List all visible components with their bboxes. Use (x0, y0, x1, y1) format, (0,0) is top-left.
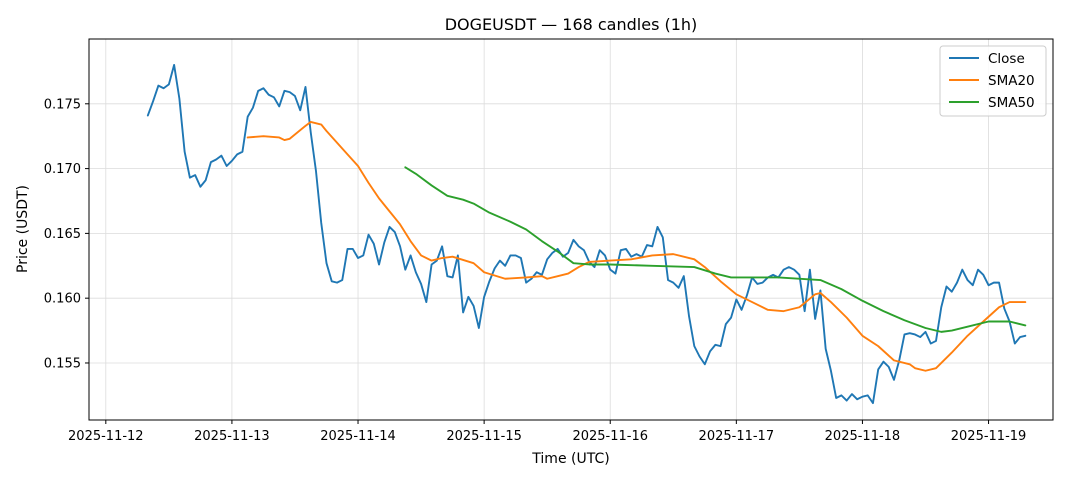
x-tick-label: 2025-11-19 (951, 429, 1027, 444)
y-tick-label: 0.160 (44, 292, 81, 307)
x-tick-label: 2025-11-16 (572, 429, 648, 444)
chart-title: DOGEUSDT — 168 candles (1h) (445, 15, 698, 34)
legend-box (939, 45, 1047, 117)
series-line-sma50 (404, 166, 1027, 333)
plot-area-frame (88, 38, 1054, 421)
y-tick-label: 0.155 (44, 356, 81, 371)
x-tick-label: 2025-11-18 (825, 429, 901, 444)
y-axis-label: Price (USDT) (15, 185, 31, 273)
legend-label-sma20: SMA20 (988, 73, 1035, 89)
y-tick-label: 0.175 (44, 97, 81, 112)
x-tick-label: 2025-11-17 (699, 429, 775, 444)
y-tick-label: 0.170 (44, 162, 81, 177)
legend-label-sma50: SMA50 (988, 95, 1035, 111)
legend: Close SMA20 SMA50 (939, 45, 1047, 117)
grid-lines (89, 39, 1053, 420)
x-tick-label: 2025-11-15 (446, 429, 522, 444)
x-axis-label: Time (UTC) (531, 451, 609, 467)
series-line-sma20 (246, 120, 1027, 372)
y-tick-label: 0.165 (44, 227, 81, 242)
x-tick-label: 2025-11-12 (68, 429, 144, 444)
y-axis: 0.155 0.160 0.165 0.170 0.175 (44, 97, 89, 371)
x-axis: 2025-11-12 2025-11-13 2025-11-14 2025-11-15… (68, 420, 1026, 444)
x-tick-label: 2025-11-14 (320, 429, 396, 444)
series-line-close (146, 63, 1027, 405)
series-lines (146, 63, 1027, 405)
x-tick-label: 2025-11-13 (194, 429, 270, 444)
legend-label-close: Close (988, 51, 1025, 67)
